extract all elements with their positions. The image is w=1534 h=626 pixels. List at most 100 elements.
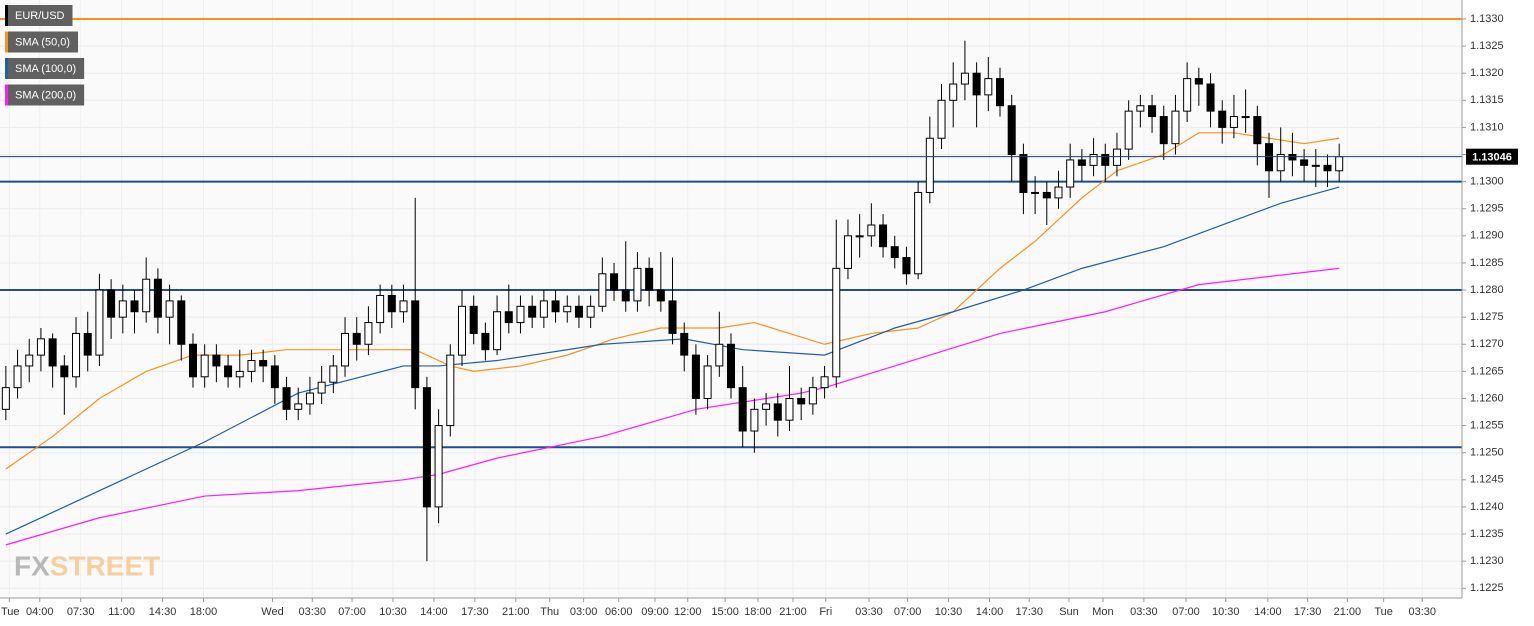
y-tick-label: 1.1330 [1470, 13, 1504, 25]
candle-body [118, 300, 127, 318]
candle-body [890, 246, 899, 259]
x-tick-label: 14:00 [976, 606, 1004, 618]
candle-body [937, 99, 946, 139]
candle-body [188, 343, 197, 378]
candle-body [95, 289, 104, 356]
marks [0, 17, 1462, 562]
candle-body [1112, 148, 1121, 166]
candle-body [1019, 154, 1028, 193]
x-tick-label: Tue [1, 606, 20, 618]
legend: EUR/USD SMA (50,0) SMA (100,0) SMA (200,0) [5, 5, 85, 106]
legend-label: SMA (200,0) [15, 89, 76, 101]
candle-body [130, 300, 139, 313]
candle-body [551, 300, 560, 313]
candle-body [1194, 78, 1203, 85]
x-tick-label: 21:00 [1334, 606, 1362, 618]
candle-body [270, 365, 279, 389]
candle-body [1171, 110, 1180, 145]
candle-body [446, 354, 455, 427]
x-tick-label: 10:30 [935, 606, 963, 618]
candle-body [364, 322, 373, 345]
candle-body [1054, 186, 1063, 199]
candle-body [1206, 83, 1215, 112]
candle-body [1066, 159, 1075, 188]
candle-body [726, 343, 736, 389]
legend-box [5, 58, 85, 79]
y-tick-label: 1.1300 [1470, 176, 1504, 188]
candle-body [762, 403, 771, 410]
y-tick-label: 1.1315 [1470, 94, 1504, 106]
candle-body [25, 354, 34, 367]
candle-body [235, 370, 244, 378]
legend-swatch [5, 58, 8, 79]
sma-line [5, 267, 1340, 546]
candle-body [633, 267, 642, 302]
candle-body [341, 332, 350, 367]
candle-body [1311, 164, 1320, 167]
candle-body [422, 387, 431, 508]
candle-body [1124, 110, 1133, 150]
candle-body [797, 397, 806, 405]
x-tick-label: 14:00 [1254, 606, 1282, 618]
candle-body [972, 72, 981, 96]
candle-body [399, 300, 408, 313]
candle-body [574, 305, 583, 318]
x-tick-label: 14:00 [420, 606, 448, 618]
last-price-tag [1466, 148, 1518, 165]
y-tick-label: 1.1230 [1470, 555, 1504, 567]
candle-body [949, 83, 958, 101]
x-tick-label: 17:30 [1294, 606, 1322, 618]
y-tick-label: 1.1245 [1470, 474, 1504, 486]
candle-body [1136, 105, 1145, 112]
candle-body [1300, 159, 1309, 166]
candle-body [1, 387, 10, 410]
candle-body [1089, 154, 1098, 166]
plot-area [0, 0, 1462, 598]
candle-body [1323, 164, 1332, 172]
x-tick-label: 03:30 [1130, 606, 1158, 618]
candle-body [224, 365, 233, 378]
candle-body [1148, 105, 1157, 118]
legend-box [5, 84, 85, 106]
candle-body [1218, 110, 1227, 128]
legend-swatch [5, 31, 8, 53]
x-tick-label: 10:30 [379, 606, 407, 618]
candle-body [645, 267, 654, 291]
candle-body [212, 354, 221, 367]
candle-body [329, 365, 338, 383]
candle-body [72, 332, 81, 378]
x-tick-label: 18:00 [744, 606, 772, 618]
axes: 1.1225 1.1230 1.1235 1.1240 1.1245 1.1250 1.12… [0, 0, 1504, 618]
candle-body [1007, 105, 1016, 156]
y-tick-label: 1.1290 [1470, 230, 1504, 242]
candle-body [984, 78, 993, 96]
x-tick-label: 17:30 [461, 606, 489, 618]
candle-body [1229, 116, 1238, 128]
candle-body [738, 387, 747, 432]
x-tick-label: 06:00 [605, 606, 633, 618]
x-tick-label: 10:30 [1212, 606, 1240, 618]
legend-swatch [5, 84, 8, 106]
candle-body [995, 78, 1005, 107]
y-tick-label: 1.1250 [1470, 447, 1504, 459]
x-tick-label: Mon [1092, 606, 1113, 618]
candle-body [282, 387, 291, 410]
legend-swatch [5, 5, 8, 26]
candle-body [610, 273, 619, 291]
x-tick-label: 11:00 [108, 606, 135, 618]
candle-body [165, 300, 174, 318]
x-tick-label: Fri [819, 606, 832, 618]
x-tick-label: 04:00 [26, 606, 54, 618]
x-tick-label: Tue [1374, 606, 1393, 618]
candle-body [1265, 143, 1274, 172]
candle-body [680, 332, 689, 356]
x-tick-label: 09:00 [641, 606, 669, 618]
x-tick-label: 15:00 [711, 606, 739, 618]
y-tick-label: 1.1280 [1470, 284, 1504, 296]
candle-body [434, 425, 443, 508]
legend-box [5, 5, 73, 26]
candle-body [715, 343, 724, 367]
candle-body [481, 332, 490, 351]
candle-body [294, 403, 303, 410]
